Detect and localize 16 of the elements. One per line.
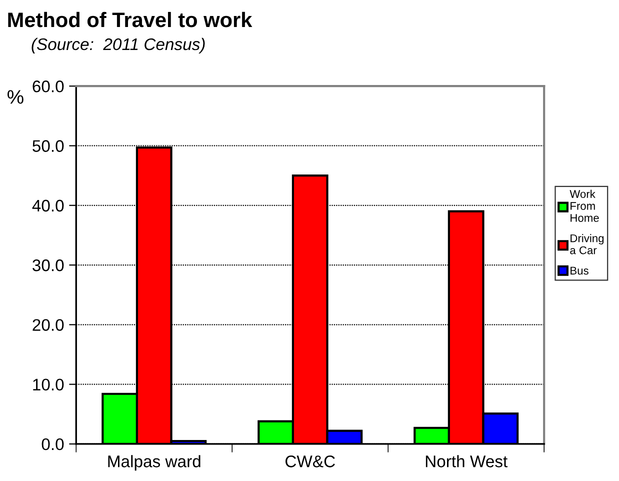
y-tick-label: 60.0 bbox=[32, 80, 64, 92]
legend-label: Driving a Car bbox=[570, 234, 604, 254]
y-tick-label: 40.0 bbox=[32, 200, 64, 212]
legend-label: Work From Home bbox=[570, 190, 599, 222]
text: (Source: 2011 Census) bbox=[32, 38, 205, 54]
y-tick-label: 50.0 bbox=[32, 140, 64, 152]
x-tick-label: Malpas ward bbox=[108, 455, 200, 471]
legend-label: Bus bbox=[570, 266, 588, 275]
x-tick-label: CW&C bbox=[286, 456, 335, 468]
y-tick-label: 30.0 bbox=[32, 259, 64, 272]
y-axis-title: % bbox=[8, 90, 24, 104]
y-tick-label: 10.0 bbox=[33, 378, 64, 391]
y-tick-label: 20.0 bbox=[32, 319, 64, 331]
chart-title: Method of Travel to work bbox=[8, 12, 252, 28]
y-tick-label: 0.0 bbox=[42, 438, 64, 450]
x-tick-label: North West bbox=[426, 455, 508, 468]
